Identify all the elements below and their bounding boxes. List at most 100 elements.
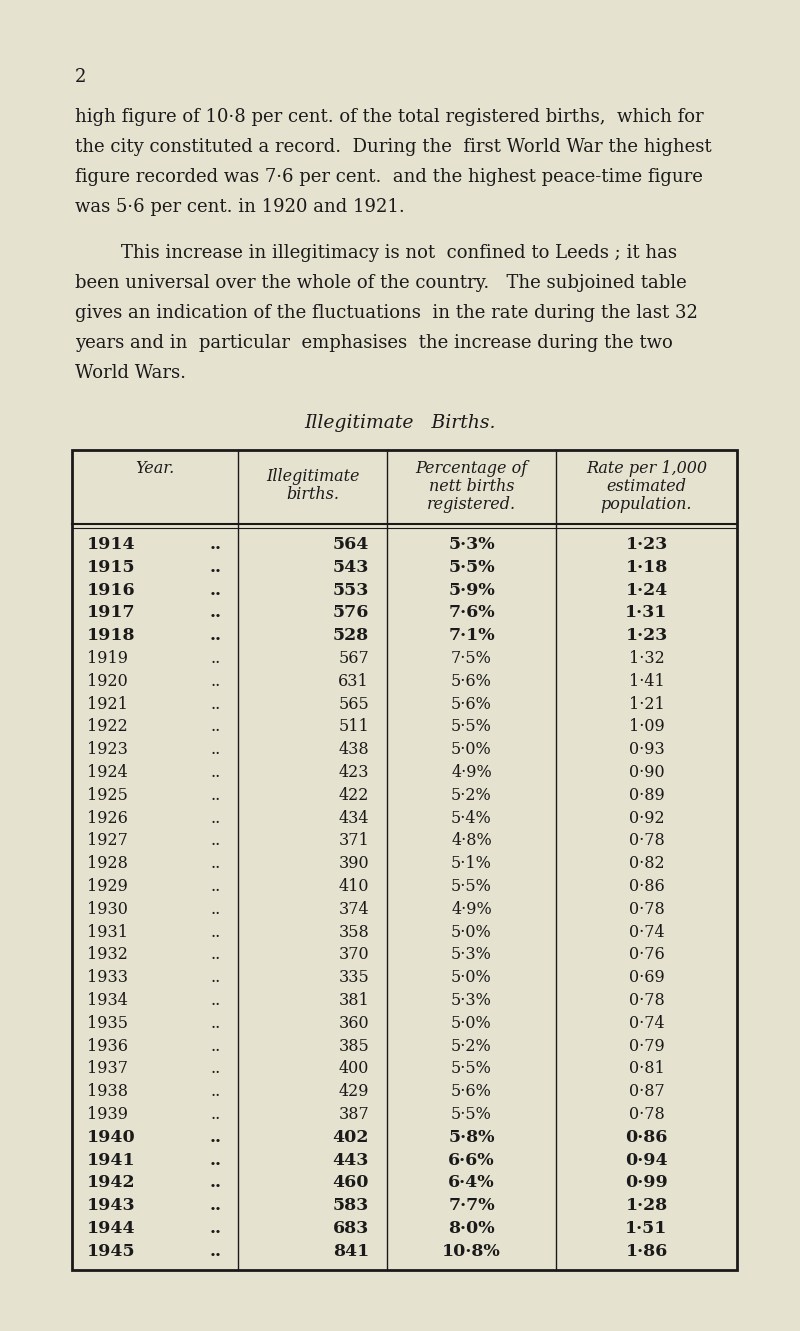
Text: 564: 564 bbox=[333, 536, 369, 552]
Text: 1928: 1928 bbox=[87, 856, 128, 872]
Text: 5·5%: 5·5% bbox=[451, 1061, 492, 1077]
Text: ..: .. bbox=[210, 536, 222, 552]
Text: the city constituted a record.  During the  first World War the highest: the city constituted a record. During th… bbox=[75, 138, 712, 156]
Text: 1·18: 1·18 bbox=[626, 559, 668, 576]
Text: 1919: 1919 bbox=[87, 650, 128, 667]
Text: Illegitimate: Illegitimate bbox=[266, 469, 359, 484]
Text: ..: .. bbox=[210, 1243, 222, 1260]
Text: 1937: 1937 bbox=[87, 1061, 128, 1077]
Text: 370: 370 bbox=[338, 946, 369, 964]
Text: 4·9%: 4·9% bbox=[451, 901, 492, 918]
Text: 4·8%: 4·8% bbox=[451, 832, 492, 849]
Text: 0·78: 0·78 bbox=[629, 1106, 664, 1123]
Text: 1920: 1920 bbox=[87, 672, 128, 689]
Text: 5·4%: 5·4% bbox=[451, 809, 492, 827]
Text: 5·3%: 5·3% bbox=[451, 946, 492, 964]
Text: 1921: 1921 bbox=[87, 696, 128, 712]
Text: 1929: 1929 bbox=[87, 878, 128, 894]
Text: 1938: 1938 bbox=[87, 1083, 128, 1101]
Text: 10·8%: 10·8% bbox=[442, 1243, 501, 1260]
Text: 5·2%: 5·2% bbox=[451, 1038, 492, 1054]
Text: ..: .. bbox=[210, 741, 220, 759]
Text: 1945: 1945 bbox=[87, 1243, 136, 1260]
Text: 1925: 1925 bbox=[87, 787, 128, 804]
Text: estimated: estimated bbox=[606, 478, 686, 495]
Text: ..: .. bbox=[210, 1061, 220, 1077]
Text: 1931: 1931 bbox=[87, 924, 128, 941]
Text: ..: .. bbox=[210, 604, 222, 622]
Text: 683: 683 bbox=[333, 1221, 369, 1236]
Text: ..: .. bbox=[210, 764, 220, 781]
Text: 0·76: 0·76 bbox=[629, 946, 664, 964]
Text: 5·3%: 5·3% bbox=[451, 992, 492, 1009]
Text: 576: 576 bbox=[333, 604, 369, 622]
Text: years and in  particular  emphasises  the increase during the two: years and in particular emphasises the i… bbox=[75, 334, 673, 351]
Text: This increase in illegitimacy is not  confined to Leeds ; it has: This increase in illegitimacy is not con… bbox=[75, 244, 677, 262]
Text: Year.: Year. bbox=[135, 461, 174, 476]
Text: 5·3%: 5·3% bbox=[448, 536, 495, 552]
Text: World Wars.: World Wars. bbox=[75, 363, 186, 382]
Text: Illegitimate   Births.: Illegitimate Births. bbox=[304, 414, 496, 433]
Text: 434: 434 bbox=[338, 809, 369, 827]
Text: 5·6%: 5·6% bbox=[451, 696, 492, 712]
Text: ..: .. bbox=[210, 1197, 222, 1214]
Text: 335: 335 bbox=[338, 969, 369, 986]
Text: ..: .. bbox=[210, 787, 220, 804]
Text: 0·78: 0·78 bbox=[629, 832, 664, 849]
Text: 1·09: 1·09 bbox=[629, 719, 664, 736]
Text: 0·78: 0·78 bbox=[629, 901, 664, 918]
Text: 423: 423 bbox=[338, 764, 369, 781]
Text: ..: .. bbox=[210, 924, 220, 941]
Text: 1933: 1933 bbox=[87, 969, 128, 986]
Text: 543: 543 bbox=[333, 559, 369, 576]
Text: 565: 565 bbox=[338, 696, 369, 712]
Text: 5·6%: 5·6% bbox=[451, 672, 492, 689]
Text: 390: 390 bbox=[338, 856, 369, 872]
Text: 553: 553 bbox=[333, 582, 369, 599]
Text: was 5·6 per cent. in 1920 and 1921.: was 5·6 per cent. in 1920 and 1921. bbox=[75, 198, 405, 216]
Text: 5·0%: 5·0% bbox=[451, 924, 492, 941]
Text: 1923: 1923 bbox=[87, 741, 128, 759]
Text: 1914: 1914 bbox=[87, 536, 136, 552]
Text: 1·86: 1·86 bbox=[626, 1243, 668, 1260]
Text: 1943: 1943 bbox=[87, 1197, 136, 1214]
Text: 1922: 1922 bbox=[87, 719, 128, 736]
Text: 5·2%: 5·2% bbox=[451, 787, 492, 804]
Text: 1·51: 1·51 bbox=[626, 1221, 668, 1236]
Text: 1917: 1917 bbox=[87, 604, 136, 622]
Text: 1·23: 1·23 bbox=[626, 536, 668, 552]
Text: 0·86: 0·86 bbox=[626, 1129, 668, 1146]
Text: 1942: 1942 bbox=[87, 1174, 135, 1191]
Text: 422: 422 bbox=[338, 787, 369, 804]
Text: 5·5%: 5·5% bbox=[451, 1106, 492, 1123]
Text: ..: .. bbox=[210, 946, 220, 964]
Text: 5·8%: 5·8% bbox=[448, 1129, 494, 1146]
Text: ..: .. bbox=[210, 1129, 222, 1146]
Text: 1935: 1935 bbox=[87, 1014, 128, 1032]
Text: 2: 2 bbox=[75, 68, 86, 87]
Text: 5·0%: 5·0% bbox=[451, 741, 492, 759]
Text: 4·9%: 4·9% bbox=[451, 764, 492, 781]
Text: ..: .. bbox=[210, 582, 222, 599]
Text: Percentage of: Percentage of bbox=[415, 461, 527, 476]
Text: 5·1%: 5·1% bbox=[451, 856, 492, 872]
Text: 1916: 1916 bbox=[87, 582, 136, 599]
Text: ..: .. bbox=[210, 650, 220, 667]
Text: 1918: 1918 bbox=[87, 627, 135, 644]
Text: 1·31: 1·31 bbox=[626, 604, 668, 622]
Text: nett births: nett births bbox=[429, 478, 514, 495]
Text: 5·5%: 5·5% bbox=[451, 878, 492, 894]
Text: ..: .. bbox=[210, 1106, 220, 1123]
Text: 8·0%: 8·0% bbox=[448, 1221, 495, 1236]
Text: 0·90: 0·90 bbox=[629, 764, 664, 781]
Text: 410: 410 bbox=[338, 878, 369, 894]
Text: 0·94: 0·94 bbox=[625, 1151, 668, 1169]
Text: 400: 400 bbox=[338, 1061, 369, 1077]
Text: ..: .. bbox=[210, 696, 220, 712]
Text: 1·28: 1·28 bbox=[626, 1197, 667, 1214]
Text: 0·93: 0·93 bbox=[629, 741, 664, 759]
Text: 1926: 1926 bbox=[87, 809, 128, 827]
Text: population.: population. bbox=[601, 496, 692, 512]
Text: 1915: 1915 bbox=[87, 559, 136, 576]
Text: gives an indication of the fluctuations  in the rate during the last 32: gives an indication of the fluctuations … bbox=[75, 303, 698, 322]
